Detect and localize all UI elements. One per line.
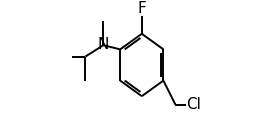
Text: Cl: Cl [187,97,201,112]
Text: N: N [98,37,109,52]
Text: F: F [137,1,146,16]
